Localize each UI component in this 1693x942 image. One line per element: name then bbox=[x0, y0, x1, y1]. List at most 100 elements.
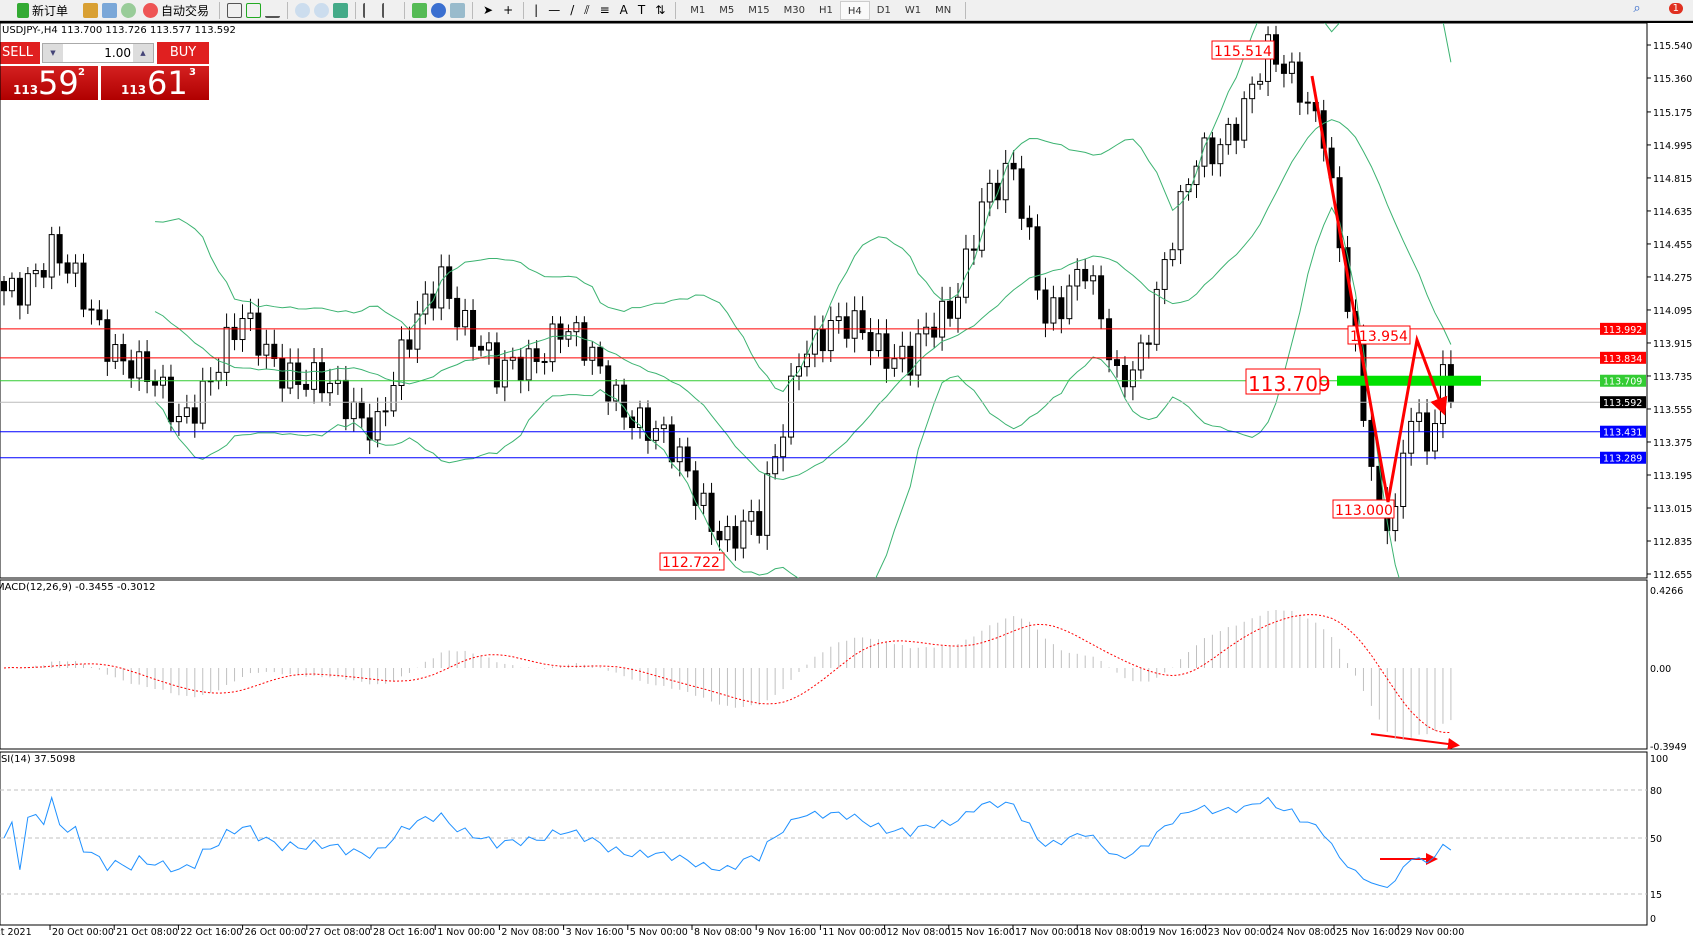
candle bbox=[104, 309, 111, 376]
metaeditor-icon[interactable] bbox=[83, 2, 99, 18]
bear-candle-body bbox=[716, 530, 723, 541]
macd-axis-label: 0.4266 bbox=[1650, 586, 1683, 597]
horizontal-line-icon[interactable]: — bbox=[548, 3, 561, 17]
divider bbox=[472, 1, 474, 19]
bear-candle-body bbox=[1368, 419, 1375, 467]
line-chart-icon[interactable] bbox=[265, 3, 281, 18]
candle bbox=[915, 319, 922, 388]
timeframe-m1[interactable]: M1 bbox=[690, 4, 706, 16]
macd-title: MACD(12,26,9) -0.3455 -0.3012 bbox=[0, 582, 156, 593]
bear-candle-body bbox=[1121, 364, 1128, 388]
candle bbox=[1050, 285, 1057, 331]
auto-trading-button[interactable]: 自动交易 bbox=[140, 1, 212, 20]
notification-badge[interactable]: 1 bbox=[1668, 3, 1683, 14]
timeframe-d1[interactable]: D1 bbox=[876, 4, 891, 16]
timeframe-h1[interactable]: H1 bbox=[819, 4, 833, 16]
buy-price[interactable]: 113 61 3 bbox=[101, 64, 209, 102]
chart-shift-icon[interactable] bbox=[363, 2, 378, 18]
candle bbox=[112, 333, 119, 369]
timeframe-mn[interactable]: MN bbox=[935, 4, 952, 16]
candle bbox=[446, 254, 453, 310]
sell-price[interactable]: 113 59 2 bbox=[0, 64, 98, 102]
macd-panel-frame bbox=[0, 579, 1648, 750]
lot-input[interactable]: 1.00 bbox=[104, 46, 131, 60]
bull-candle-body bbox=[939, 300, 946, 338]
autoscroll-icon[interactable] bbox=[382, 2, 397, 18]
bear-candle-body bbox=[144, 351, 151, 382]
tile-windows-icon[interactable] bbox=[333, 2, 349, 18]
candle bbox=[1026, 205, 1033, 240]
timeframe-m30[interactable]: M30 bbox=[783, 4, 806, 16]
candle bbox=[605, 360, 612, 415]
indicators-icon[interactable] bbox=[412, 2, 428, 18]
bear-candle-body bbox=[1010, 162, 1017, 170]
candle bbox=[1153, 281, 1160, 351]
zoom-in-icon[interactable] bbox=[295, 2, 311, 18]
bear-candle-body bbox=[191, 407, 198, 424]
zoom-out-icon[interactable] bbox=[314, 2, 330, 18]
rsi-axis-label: 0 bbox=[1650, 914, 1656, 925]
bear-candle-body bbox=[756, 511, 763, 536]
bull-candle-body bbox=[962, 248, 969, 298]
new-order-icon bbox=[17, 2, 29, 18]
timeframe-w1[interactable]: W1 bbox=[904, 4, 922, 16]
crosshair-icon[interactable]: + bbox=[503, 3, 514, 17]
candle bbox=[1121, 356, 1128, 398]
timeframe-m5[interactable]: M5 bbox=[719, 4, 735, 16]
candles bbox=[1, 25, 1454, 561]
vertical-line-icon[interactable]: | bbox=[534, 3, 539, 17]
bear-candle-body bbox=[319, 362, 325, 394]
candle bbox=[152, 369, 159, 397]
bear-candle-body bbox=[152, 380, 159, 386]
periods-icon[interactable] bbox=[431, 2, 447, 18]
candle bbox=[1233, 117, 1240, 155]
candle bbox=[231, 313, 238, 351]
candle bbox=[438, 254, 445, 321]
lot-increase-button[interactable]: ▲ bbox=[133, 44, 153, 62]
channel-icon[interactable]: ⫽ bbox=[584, 2, 590, 17]
candle bbox=[1296, 52, 1303, 115]
candle bbox=[199, 367, 206, 430]
bear-candle-body bbox=[1082, 268, 1089, 282]
bull-candle-body bbox=[390, 385, 397, 412]
bull-candle-body bbox=[1241, 98, 1248, 141]
bull-candle-body bbox=[613, 384, 620, 402]
divider bbox=[404, 1, 406, 19]
text-icon[interactable]: A bbox=[619, 3, 628, 17]
search-icon[interactable]: ⌕ bbox=[1633, 1, 1641, 16]
candle bbox=[326, 368, 333, 406]
templates-icon[interactable] bbox=[450, 2, 466, 18]
divider bbox=[965, 1, 967, 19]
timeframe-h4[interactable]: H4 bbox=[839, 0, 870, 20]
rsi-axis-label: 100 bbox=[1650, 754, 1668, 765]
sell-button[interactable]: SELL bbox=[0, 42, 40, 64]
cursor-icon[interactable]: ➤ bbox=[483, 3, 494, 17]
bear-candle-body bbox=[708, 492, 715, 532]
bull-candle-body bbox=[748, 511, 755, 522]
arrows-icon[interactable]: ⇅ bbox=[655, 3, 666, 17]
lot-decrease-button[interactable]: ▼ bbox=[43, 44, 63, 62]
bear-candle-body bbox=[1098, 275, 1105, 320]
bear-candle-body bbox=[883, 333, 890, 369]
bull-candle-body bbox=[72, 262, 79, 274]
bear-candle-body bbox=[303, 383, 310, 390]
signals-icon[interactable] bbox=[121, 2, 137, 18]
buy-button[interactable]: BUY bbox=[157, 42, 209, 64]
label-icon[interactable]: T bbox=[637, 3, 646, 17]
candle bbox=[962, 234, 969, 304]
trendline-icon[interactable]: / bbox=[570, 3, 575, 17]
terminal-icon[interactable] bbox=[102, 2, 118, 18]
bull-candle-body bbox=[1129, 369, 1136, 388]
price-level-label: 113.289 bbox=[1603, 454, 1642, 465]
candle bbox=[978, 188, 985, 258]
timeframe-m15[interactable]: M15 bbox=[748, 4, 770, 16]
new-order-button[interactable]: 新订单 bbox=[14, 1, 71, 20]
fibonacci-icon[interactable]: ≡ bbox=[599, 3, 610, 17]
bull-candle-body bbox=[660, 424, 667, 430]
candle bbox=[549, 316, 556, 372]
candle bbox=[899, 331, 906, 373]
bar-chart-icon[interactable] bbox=[227, 2, 243, 18]
candlestick-icon[interactable] bbox=[246, 2, 262, 18]
bear-candle-body bbox=[533, 348, 540, 362]
